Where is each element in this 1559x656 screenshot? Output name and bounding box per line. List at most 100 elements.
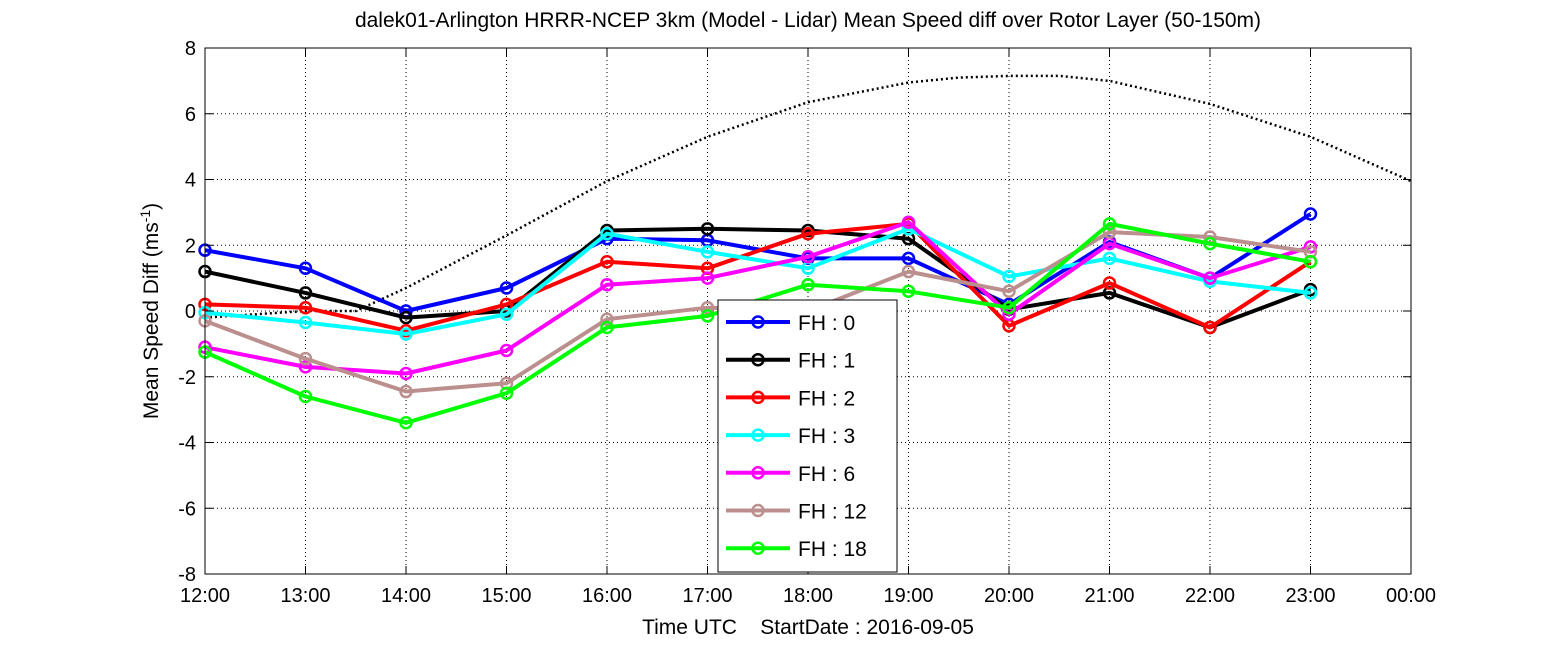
legend-entry: FH : 1 (726, 350, 855, 373)
data-point (499, 386, 514, 400)
data-point (499, 343, 514, 358)
legend-label: FH : 0 (798, 312, 855, 335)
x-tick-label: 13:00 (280, 585, 330, 607)
data-point (1102, 217, 1117, 231)
data-point (700, 245, 715, 259)
legend-marker (751, 428, 765, 442)
chart-title: dalek01-Arlington HRRR-NCEP 3km (Model -… (355, 9, 1261, 32)
legend-entries: FH : 0 FH : 1 FH : 2 FH : 3 FH : 6 FH : 12 FH … (726, 312, 867, 561)
y-tick-label: -2 (178, 367, 196, 389)
data-point (298, 300, 313, 315)
data-point (700, 309, 715, 323)
axis-ticks (204, 47, 1412, 575)
data-point (600, 277, 614, 292)
series-group (198, 207, 1318, 430)
legend-label: FH : 18 (798, 538, 867, 561)
data-point (399, 384, 413, 399)
data-point (700, 300, 715, 315)
x-tick-label: 12:00 (180, 585, 230, 607)
legend-label: FH : 3 (798, 425, 855, 448)
data-point (901, 284, 916, 299)
y-tick-label: -4 (178, 433, 196, 455)
legend-marker (751, 541, 765, 555)
x-tick-label: 18:00 (783, 585, 833, 607)
data-point (901, 215, 916, 229)
data-point (298, 351, 313, 366)
y-tick-label: 2 (185, 235, 196, 257)
data-point (600, 312, 614, 326)
data-point (399, 366, 413, 381)
y-tick-label: -6 (178, 498, 196, 520)
data-point (700, 222, 715, 236)
data-point (600, 226, 614, 241)
legend-entry: FH : 2 (726, 387, 855, 410)
data-point (1303, 207, 1318, 221)
data-point (801, 250, 815, 264)
x-axis-label: Time UTC StartDate : 2016-09-05 (642, 616, 974, 639)
data-point (1002, 269, 1016, 284)
x-tick-label: 23:00 (1285, 585, 1335, 607)
legend-marker (751, 466, 765, 480)
legend-marker (751, 503, 765, 518)
legend-label: FH : 6 (798, 463, 855, 486)
data-point (298, 389, 313, 404)
data-point (1203, 236, 1217, 251)
y-axis-label-superscript: -1 (137, 210, 153, 223)
data-point (1002, 284, 1016, 299)
data-point (1203, 320, 1217, 335)
legend-entry: FH : 12 (726, 501, 867, 524)
data-point (1102, 251, 1117, 266)
legend-entry: FH : 0 (726, 312, 855, 335)
data-point (901, 264, 916, 279)
x-tick-label: 22:00 (1185, 585, 1235, 607)
y-axis-label: Mean Speed Diff (ms-1) (137, 203, 163, 419)
legend-entry: FH : 6 (726, 463, 855, 486)
data-point (1303, 240, 1318, 254)
data-point (298, 286, 313, 300)
x-tick-label: 15:00 (481, 585, 531, 607)
y-tick-labels: -8 -6 -4 -2 0 2 4 6 8 (178, 38, 196, 586)
data-point (600, 320, 614, 335)
data-point (399, 310, 413, 325)
x-tick-label: 20:00 (984, 585, 1034, 607)
data-point (1303, 286, 1318, 300)
data-point (700, 271, 715, 285)
data-point (1102, 225, 1117, 239)
series-line (204, 226, 1311, 336)
legend-entry: FH : 18 (726, 538, 867, 561)
x-tick-label: 17:00 (682, 585, 732, 607)
reference-curve-line (204, 74, 1412, 319)
legend: FH : 0 FH : 1 FH : 2 FH : 3 FH : 6 FH : 12 FH … (717, 299, 898, 573)
legend-label: FH : 1 (798, 350, 855, 373)
legend-marker (751, 390, 765, 405)
y-axis-label-main: Mean Speed Diff (ms (140, 222, 163, 419)
data-point (399, 416, 413, 430)
data-point (1102, 276, 1117, 290)
data-point (801, 226, 815, 241)
data-point (298, 261, 313, 276)
data-point (1002, 300, 1016, 315)
data-point (1303, 254, 1318, 269)
y-tick-label: 0 (185, 301, 196, 323)
legend-entry: FH : 3 (726, 425, 855, 448)
legend-marker (751, 315, 765, 329)
x-tick-label: 21:00 (1084, 585, 1134, 607)
legend-label: FH : 2 (798, 387, 855, 410)
y-tick-label: -8 (178, 564, 196, 586)
data-point (901, 251, 916, 266)
data-point (499, 307, 514, 322)
y-tick-label: 8 (185, 38, 196, 60)
reference-curve (204, 74, 1412, 319)
y-tick-label: 6 (185, 104, 196, 126)
y-axis-label-suffix: ) (140, 203, 163, 210)
data-point (600, 254, 614, 269)
data-point (801, 277, 815, 292)
y-tick-label: 4 (185, 170, 196, 192)
data-point (298, 360, 313, 374)
x-tick-label: 00:00 (1386, 585, 1436, 607)
x-tick-label: 16:00 (582, 585, 632, 607)
x-tick-label: 19:00 (883, 585, 933, 607)
legend-label: FH : 12 (798, 501, 867, 524)
